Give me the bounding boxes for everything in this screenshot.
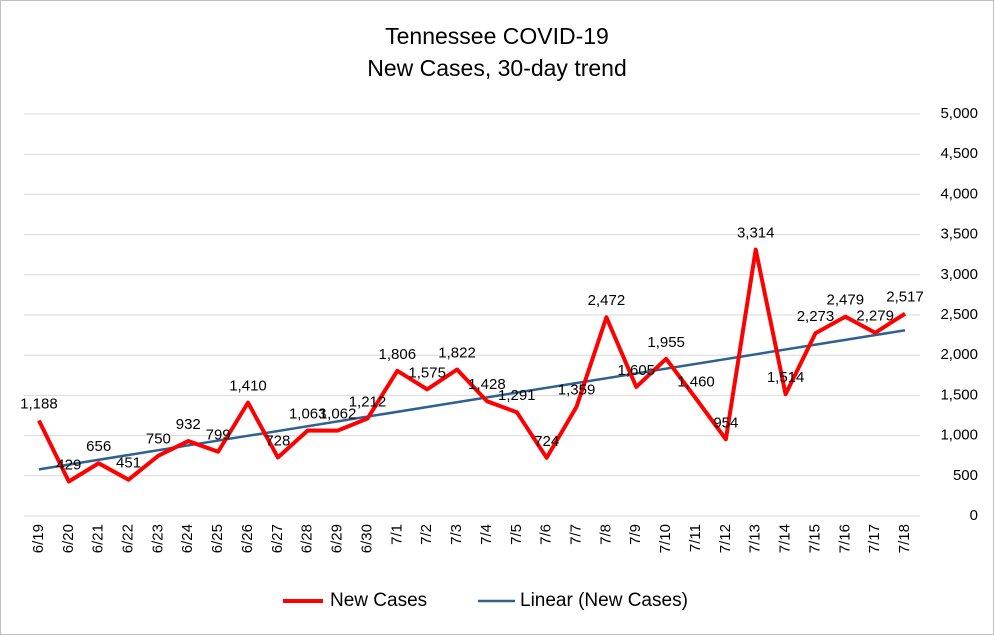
data-label: 954 bbox=[713, 414, 738, 431]
x-tick-label: 7/5 bbox=[508, 524, 525, 545]
legend-label: New Cases bbox=[330, 590, 427, 611]
x-tick-label: 6/27 bbox=[269, 524, 286, 553]
data-label: 2,472 bbox=[588, 292, 626, 309]
x-tick-label: 6/26 bbox=[239, 524, 256, 553]
data-label: 728 bbox=[265, 432, 290, 449]
y-tick-label: 2,500 bbox=[940, 306, 978, 323]
y-tick-label: 1,500 bbox=[940, 386, 978, 403]
y-tick-label: 3,500 bbox=[940, 226, 978, 243]
data-line bbox=[37, 247, 907, 484]
x-tick-label: 7/15 bbox=[806, 524, 823, 553]
y-tick-label: 4,500 bbox=[940, 145, 978, 162]
x-tick-label: 6/23 bbox=[149, 524, 166, 553]
chart-title: Tennessee COVID-19 bbox=[385, 23, 609, 49]
data-label: 1,410 bbox=[229, 378, 267, 395]
data-label: 724 bbox=[534, 433, 559, 450]
data-label: 1,212 bbox=[349, 394, 387, 411]
y-tick-label: 3,000 bbox=[940, 266, 978, 283]
x-tick-label: 6/29 bbox=[329, 524, 346, 553]
x-tick-label: 6/24 bbox=[179, 524, 196, 553]
data-label: 1,460 bbox=[677, 374, 715, 391]
data-label: 429 bbox=[56, 456, 81, 473]
data-label: 2,479 bbox=[827, 292, 865, 309]
y-tick-label: 0 bbox=[970, 507, 978, 524]
x-tick-label: 7/13 bbox=[747, 524, 764, 553]
x-tick-label: 7/14 bbox=[777, 524, 794, 553]
y-tick-label: 5,000 bbox=[940, 105, 978, 122]
data-label: 1,063 bbox=[289, 406, 327, 423]
y-tick-label: 500 bbox=[953, 467, 978, 484]
data-label: 1,955 bbox=[647, 334, 685, 351]
data-label: 1,359 bbox=[558, 382, 596, 399]
trendline bbox=[38, 329, 906, 471]
x-tick-label: 6/22 bbox=[120, 524, 137, 553]
y-tick-label: 1,000 bbox=[940, 427, 978, 444]
x-tick-label: 6/25 bbox=[209, 524, 226, 553]
x-tick-label: 7/2 bbox=[418, 524, 435, 545]
data-label: 656 bbox=[86, 438, 111, 455]
x-tick-label: 7/16 bbox=[836, 524, 853, 553]
x-tick-label: 7/12 bbox=[717, 524, 734, 553]
x-tick-label: 6/28 bbox=[299, 524, 316, 553]
x-tick-label: 7/17 bbox=[866, 524, 883, 553]
y-tick-label: 4,000 bbox=[940, 185, 978, 202]
x-tick-label: 7/7 bbox=[568, 524, 585, 545]
x-tick-label: 7/18 bbox=[896, 524, 913, 553]
data-label: 1,062 bbox=[319, 406, 357, 423]
x-tick-label: 6/21 bbox=[90, 524, 107, 553]
data-label: 1,575 bbox=[408, 364, 446, 381]
data-label: 451 bbox=[116, 455, 141, 472]
x-tick-label: 7/9 bbox=[627, 524, 644, 545]
x-tick-label: 6/19 bbox=[30, 524, 47, 553]
data-label: 1,291 bbox=[498, 387, 536, 404]
data-label: 2,273 bbox=[797, 308, 835, 325]
x-tick-label: 6/20 bbox=[60, 524, 77, 553]
x-tick-label: 7/11 bbox=[687, 524, 704, 552]
data-label: 1,514 bbox=[767, 369, 805, 386]
data-label: 1,822 bbox=[438, 344, 476, 361]
chart-subtitle: New Cases, 30-day trend bbox=[367, 55, 627, 81]
data-label: 750 bbox=[146, 431, 171, 448]
x-tick-label: 6/30 bbox=[358, 524, 375, 553]
data-label: 799 bbox=[206, 427, 231, 444]
x-tick-label: 7/1 bbox=[388, 524, 405, 545]
data-label: 2,279 bbox=[856, 308, 894, 325]
y-tick-label: 2,000 bbox=[940, 346, 978, 363]
x-tick-label: 7/3 bbox=[448, 524, 465, 545]
data-label: 932 bbox=[176, 416, 201, 433]
x-tick-label: 7/8 bbox=[597, 524, 614, 545]
data-label: 1,428 bbox=[468, 376, 506, 393]
data-label: 1,188 bbox=[20, 395, 58, 412]
data-label: 2,517 bbox=[886, 289, 924, 306]
data-label: 3,314 bbox=[737, 225, 775, 242]
data-label: 1,806 bbox=[379, 346, 417, 363]
x-tick-label: 7/6 bbox=[538, 524, 555, 545]
legend-label: Linear (New Cases) bbox=[520, 590, 688, 611]
x-tick-label: 7/10 bbox=[657, 524, 674, 553]
x-tick-label: 7/4 bbox=[478, 524, 495, 545]
data-label: 1,605 bbox=[617, 362, 655, 379]
